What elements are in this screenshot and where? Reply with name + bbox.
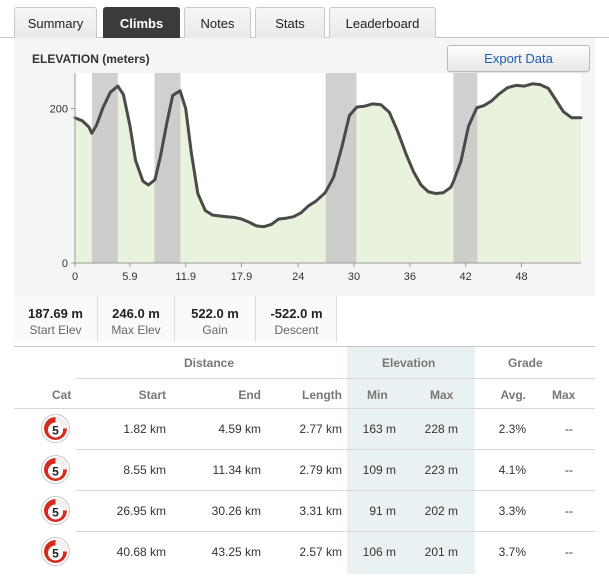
- cell-avg: 3.3%: [498, 504, 526, 518]
- cell-min: 163 m: [362, 422, 396, 436]
- cell-max: 228 m: [424, 422, 458, 436]
- stat-gain: 522.0 m Gain: [175, 296, 256, 342]
- cell-avg: 3.7%: [498, 545, 526, 559]
- x-tick-label: 17.9: [231, 271, 252, 283]
- y-tick-label: 200: [50, 104, 68, 116]
- y-tick-label: 0: [62, 258, 68, 270]
- stat-label: Max Elev: [111, 323, 161, 337]
- x-tick-label: 42: [460, 271, 472, 283]
- summary-stats: 187.69 m Start Elev 246.0 m Max Elev 522…: [14, 296, 337, 342]
- x-tick-label: 0: [72, 271, 78, 283]
- export-data-button[interactable]: Export Data: [447, 45, 590, 72]
- stat-label: Descent: [274, 323, 319, 337]
- cell-min: 91 m: [369, 504, 396, 518]
- cell-end: 11.34 km: [212, 463, 261, 477]
- table-row[interactable]: 5 8.55 km 11.34 km 2.79 km 109 m 223 m 4.1% --: [14, 450, 595, 491]
- header-grade: Grade: [508, 356, 543, 370]
- row-divider: [76, 449, 595, 450]
- tab-bar: Summary Climbs Notes Stats Leaderboard: [0, 0, 609, 38]
- col-grade-max[interactable]: Max: [552, 388, 576, 402]
- category-badge-icon: 5: [41, 414, 70, 443]
- category-badge-label: 5: [52, 547, 59, 561]
- col-avg[interactable]: Avg.: [500, 388, 526, 402]
- x-tick-label: 48: [515, 271, 527, 283]
- cell-length: 2.77 km: [299, 422, 342, 436]
- cell-start: 40.68 km: [116, 545, 166, 559]
- cell-grade-max: --: [565, 504, 573, 518]
- cell-grade-max: --: [565, 422, 573, 436]
- cell-avg: 2.3%: [498, 422, 526, 436]
- stat-max-elev: 246.0 m Max Elev: [98, 296, 175, 342]
- row-divider: [76, 490, 595, 491]
- header-distance: Distance: [184, 356, 235, 370]
- cell-max: 223 m: [424, 463, 458, 477]
- cell-avg: 4.1%: [498, 463, 526, 477]
- cell-end: 4.59 km: [218, 422, 261, 436]
- header-bottom-border: [14, 408, 595, 409]
- cell-min: 106 m: [362, 545, 396, 559]
- col-max[interactable]: Max: [430, 388, 454, 402]
- stat-value: 522.0 m: [191, 306, 239, 321]
- col-end[interactable]: End: [238, 388, 261, 402]
- tab-notes[interactable]: Notes: [184, 7, 251, 38]
- stat-value: -522.0 m: [270, 306, 323, 321]
- category-badge-icon: 5: [41, 537, 70, 566]
- cell-end: 43.25 km: [211, 545, 261, 559]
- group-header-divider: [76, 378, 595, 379]
- cell-length: 2.79 km: [299, 463, 342, 477]
- elevation-chart[interactable]: 0 200 0 5.9 11.9 17.9 24 30 36 42 48: [14, 38, 595, 296]
- tab-leaderboard[interactable]: Leaderboard: [329, 7, 436, 38]
- table-top-border: [14, 346, 595, 347]
- cell-start: 26.95 km: [116, 504, 166, 518]
- x-tick-label: 36: [404, 271, 416, 283]
- stat-value: 187.69 m: [28, 306, 83, 321]
- stat-label: Start Elev: [29, 323, 82, 337]
- table-row[interactable]: 5 40.68 km 43.25 km 2.57 km 106 m 201 m 3.7% --: [14, 532, 595, 573]
- x-tick-label: 5.9: [122, 271, 137, 283]
- category-badge-icon: 5: [41, 455, 70, 484]
- category-badge-label: 5: [52, 424, 59, 438]
- cell-min: 109 m: [362, 463, 396, 477]
- cell-start: 8.55 km: [123, 463, 166, 477]
- stat-value: 246.0 m: [112, 306, 160, 321]
- row-divider: [76, 531, 595, 532]
- x-tick-label: 11.9: [175, 271, 196, 283]
- category-badge-label: 5: [52, 506, 59, 520]
- header-elevation: Elevation: [382, 356, 436, 370]
- cell-length: 3.31 km: [299, 504, 342, 518]
- chart-title: ELEVATION (meters): [32, 52, 150, 66]
- cell-max: 201 m: [424, 545, 458, 559]
- cell-start: 1.82 km: [123, 422, 166, 436]
- cell-max: 202 m: [424, 504, 458, 518]
- elevation-chart-panel: 0 200 0 5.9 11.9 17.9 24 30 36 42 48 ELEVATION (me…: [14, 38, 595, 296]
- table-row[interactable]: 5 26.95 km 30.26 km 3.31 km 91 m 202 m 3.3% --: [14, 491, 595, 532]
- x-tick-label: 30: [348, 271, 360, 283]
- elevation-column-highlight: [347, 346, 475, 574]
- category-badge-label: 5: [52, 465, 59, 479]
- col-min[interactable]: Min: [367, 388, 388, 402]
- category-badge-icon: 5: [41, 496, 70, 525]
- col-length[interactable]: Length: [302, 388, 342, 402]
- col-cat[interactable]: Cat: [52, 388, 72, 402]
- stat-label: Gain: [202, 323, 228, 337]
- tab-summary[interactable]: Summary: [14, 7, 97, 38]
- col-start[interactable]: Start: [138, 388, 166, 402]
- cell-end: 30.26 km: [211, 504, 261, 518]
- x-tick-label: 24: [292, 271, 304, 283]
- tab-stats[interactable]: Stats: [255, 7, 325, 38]
- stat-descent: -522.0 m Descent: [256, 296, 337, 342]
- stat-start-elev: 187.69 m Start Elev: [14, 296, 98, 342]
- tab-climbs[interactable]: Climbs: [103, 7, 180, 38]
- cell-grade-max: --: [565, 463, 573, 477]
- table-row[interactable]: 5 1.82 km 4.59 km 2.77 km 163 m 228 m 2.3% --: [14, 409, 595, 450]
- cell-length: 2.57 km: [299, 545, 342, 559]
- cell-grade-max: --: [565, 545, 573, 559]
- elevation-line: [73, 82, 583, 229]
- climb-band: [325, 73, 357, 263]
